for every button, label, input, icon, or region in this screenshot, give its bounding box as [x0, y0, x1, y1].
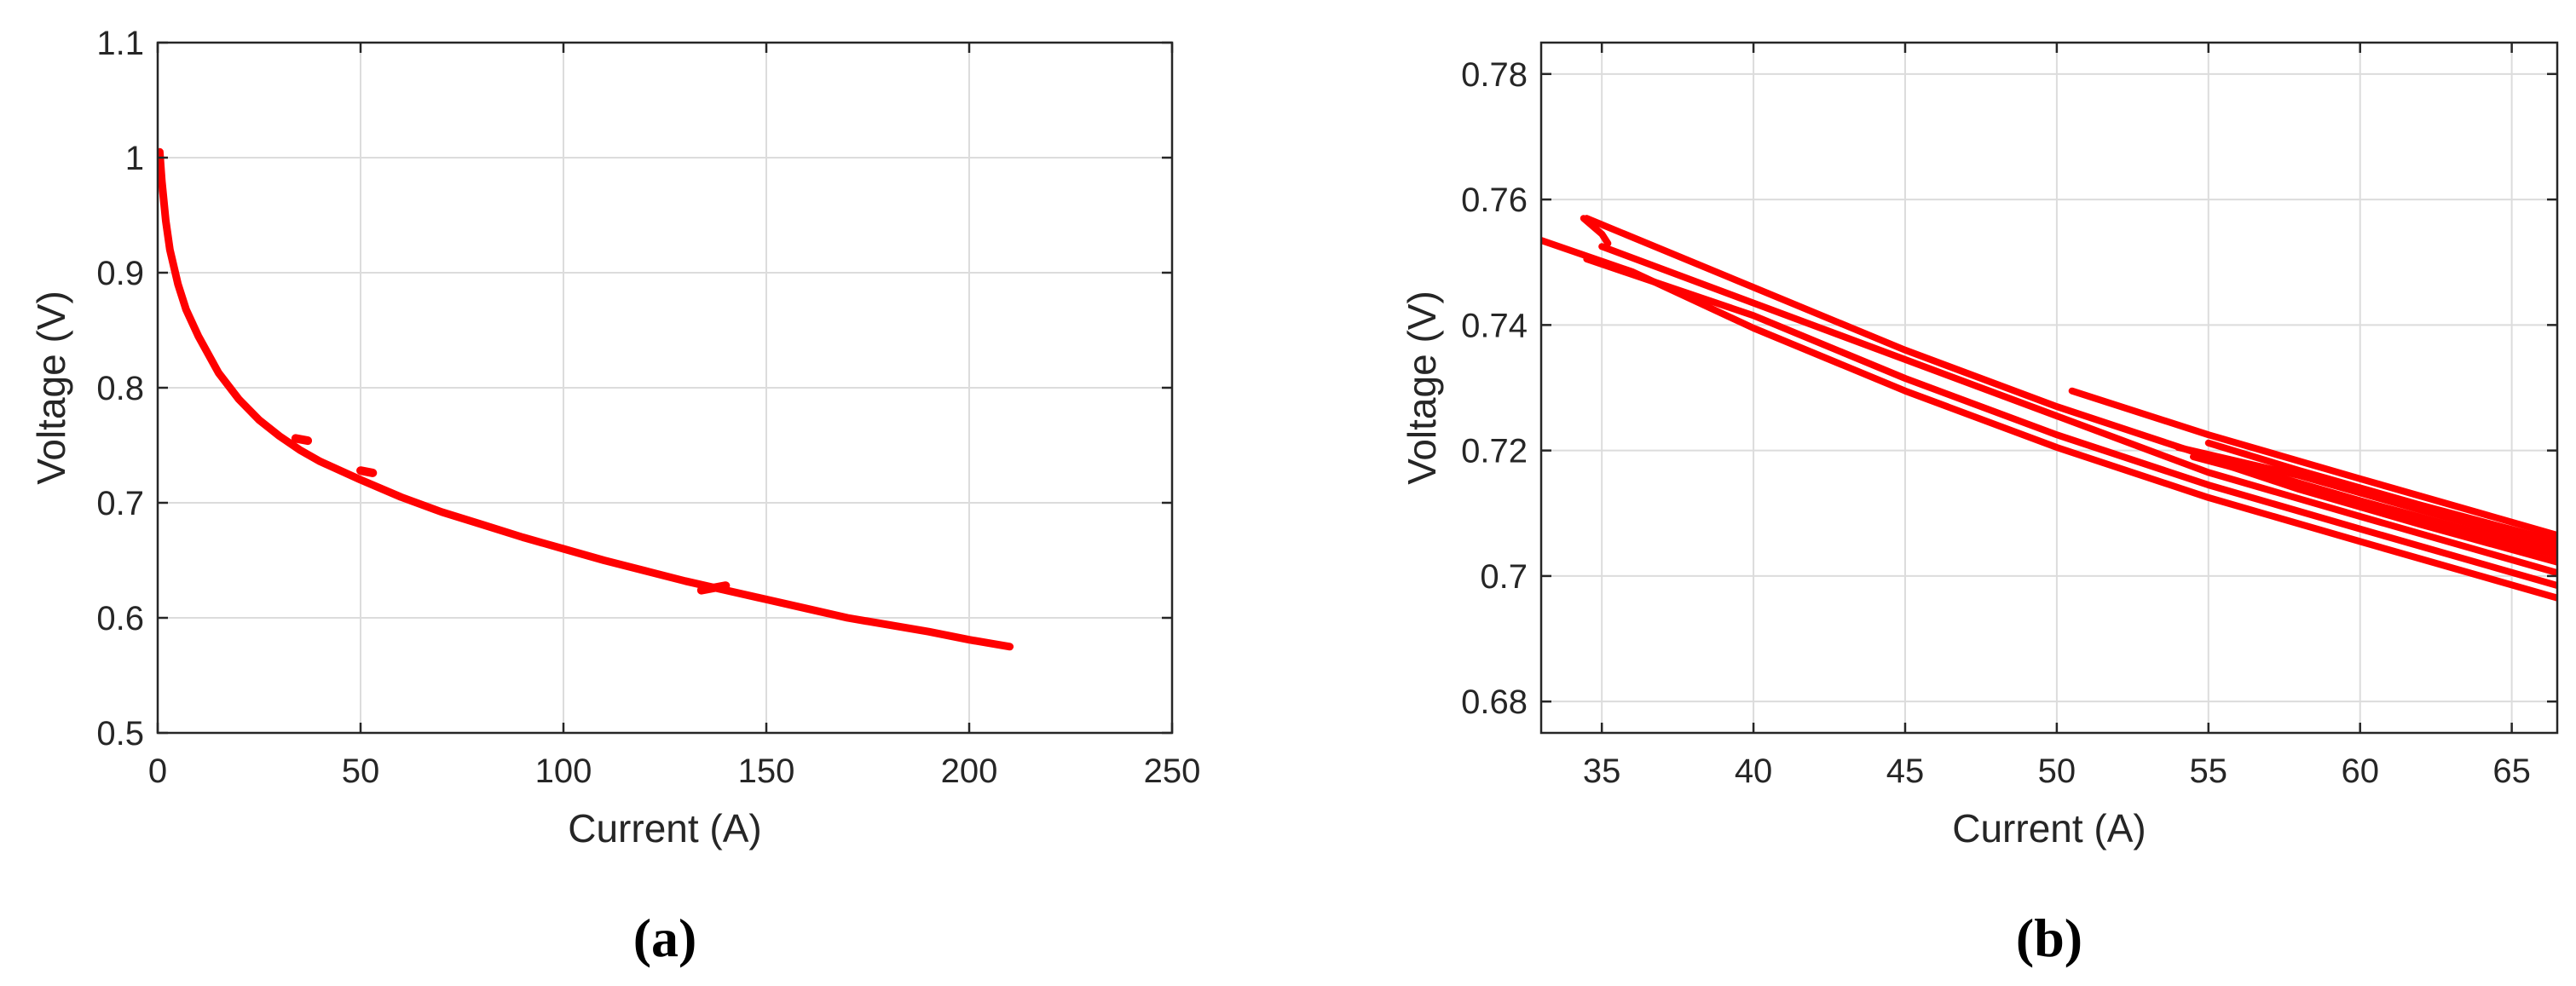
x-tick-label: 50 — [2038, 752, 2076, 790]
series-line — [1598, 243, 2557, 577]
x-axis-label-b: Current (A) — [1952, 806, 2146, 850]
series-line — [2175, 444, 2557, 551]
y-tick-label: 0.74 — [1461, 307, 1528, 344]
axes-frame-a — [156, 41, 1174, 735]
curves-b — [1541, 215, 2557, 602]
x-tick-label: 60 — [2341, 752, 2379, 790]
axes-frame-b — [1539, 41, 2559, 735]
chart-panel-b: 35 40 45 50 55 60 65 0.68 0.7 0.72 0.74 0.76 0.78 Cu… — [1400, 41, 2559, 968]
axes-box — [156, 41, 1174, 735]
y-tick-label: 0.9 — [96, 255, 144, 292]
curves-a — [158, 147, 1014, 651]
grid-a — [157, 42, 1173, 734]
x-tick-label: 100 — [535, 752, 592, 790]
x-tick-label: 0 — [148, 752, 167, 790]
y-tick-label: 0.6 — [96, 600, 144, 637]
series-line — [1580, 215, 1612, 247]
y-axis-label-b: Voltage (V) — [1400, 291, 1444, 485]
y-tick-label: 0.8 — [96, 370, 144, 407]
y-tick-label: 1.1 — [96, 25, 144, 62]
series-line — [356, 466, 378, 477]
x-tick-label: 250 — [1144, 752, 1201, 790]
y-tick-label: 0.68 — [1461, 683, 1528, 721]
panel-label-b: (b) — [2016, 908, 2082, 968]
series-group — [158, 147, 1014, 651]
chart-panel-a: 0 50 100 150 200 250 0.5 0.6 0.7 0.8 0.9 1 1.1 Curre… — [29, 25, 1200, 968]
axes-box — [1539, 41, 2559, 735]
series-line — [1583, 256, 2557, 589]
y-tick-label: 0.72 — [1461, 433, 1528, 470]
x-tick-label: 40 — [1735, 752, 1773, 790]
y-tick-label: 0.5 — [96, 715, 144, 752]
x-tick-label: 200 — [941, 752, 998, 790]
y-tick-label: 0.7 — [1480, 558, 1528, 596]
x-axis-label-a: Current (A) — [568, 806, 761, 850]
series-line — [291, 434, 313, 446]
x-tick-label: 45 — [1886, 752, 1925, 790]
y-axis-label-a: Voltage (V) — [29, 291, 73, 485]
x-tick-label: 150 — [738, 752, 795, 790]
y-tick-label: 0.7 — [96, 485, 144, 522]
y-tick-label: 0.76 — [1461, 182, 1528, 219]
x-tick-label: 35 — [1583, 752, 1621, 790]
series-line — [696, 581, 731, 595]
x-tick-label: 50 — [342, 752, 380, 790]
series-line — [2204, 439, 2557, 545]
series-group — [1541, 215, 2557, 602]
tick-labels-b: 35 40 45 50 55 60 65 0.68 0.7 0.72 0.74 0.76 0.78 — [1461, 56, 2531, 790]
y-tick-label: 1 — [125, 140, 144, 177]
tick-labels-a: 0 50 100 150 200 250 0.5 0.6 0.7 0.8 0.9 1 1.1 — [96, 25, 1200, 790]
series-line — [2068, 387, 2557, 539]
x-tick-label: 55 — [2190, 752, 2228, 790]
x-tick-label: 65 — [2492, 752, 2531, 790]
series-line — [2220, 460, 2557, 566]
series-line — [158, 147, 1014, 651]
panel-label-a: (a) — [633, 908, 697, 968]
grid-b — [1541, 43, 2557, 733]
y-tick-label: 0.78 — [1461, 56, 1528, 94]
